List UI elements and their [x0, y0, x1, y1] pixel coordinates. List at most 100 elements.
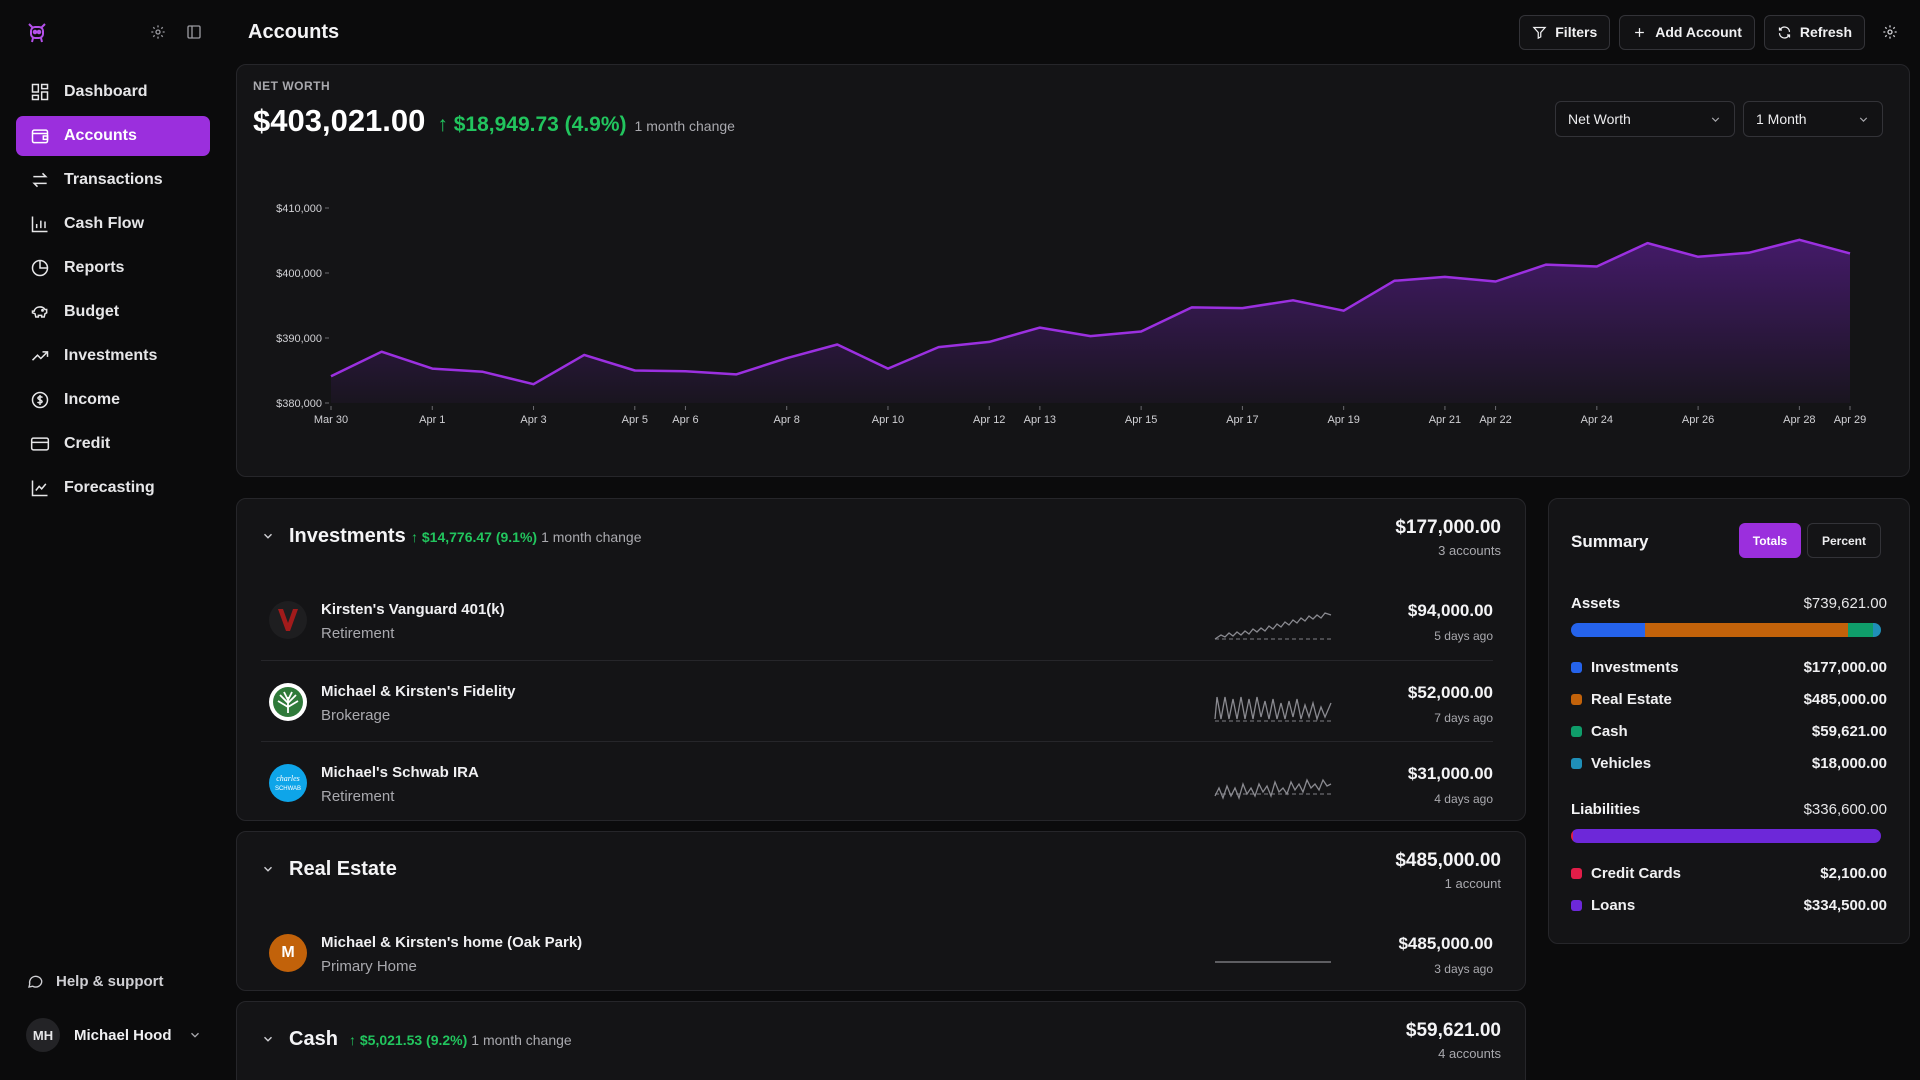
main-content: Accounts Filters Add Account Refresh — [226, 0, 1920, 1080]
group-header[interactable]: Real Estate $485,000.00 1 account — [237, 832, 1525, 912]
chart-series-line — [330, 238, 1851, 386]
account-row-schwab[interactable]: charles SCHWAB Michael's Schwab IRA Retir… — [261, 741, 1493, 821]
group-change: ↑ $14,776.47 (9.1%) 1 month change — [411, 529, 642, 545]
x-tick-label: Apr 21 — [1429, 414, 1461, 426]
account-balance: $52,000.00 — [1407, 683, 1493, 702]
liabilities-label: Liabilities — [1571, 801, 1641, 818]
group-header[interactable]: Investments ↑ $14,776.47 (9.1%) 1 month c… — [237, 499, 1525, 579]
piggy-bank-icon — [31, 306, 48, 318]
sidebar-item-forecasting[interactable]: Forecasting — [16, 468, 210, 508]
sidebar-item-income[interactable]: Income — [16, 380, 210, 420]
help-support-link[interactable]: Help & support — [26, 972, 164, 990]
fidelity-logo-icon — [269, 683, 307, 721]
group-total: $59,621.00 — [1405, 1020, 1501, 1041]
sidebar-item-label: Accounts — [64, 127, 137, 144]
range-select[interactable]: 1 Month — [1743, 101, 1883, 137]
add-account-label: Add Account — [1655, 24, 1742, 40]
group-change: ↑ $5,021.53 (9.2%) 1 month change — [349, 1032, 572, 1048]
chart-area — [331, 239, 1850, 403]
legend-value: $485,000.00 — [1803, 690, 1887, 708]
group-header[interactable]: Cash ↑ $5,021.53 (9.2%) 1 month change $5… — [237, 1002, 1525, 1080]
account-name: Kirsten's Vanguard 401(k) — [321, 601, 505, 618]
totals-toggle[interactable]: Totals — [1739, 523, 1801, 558]
dollar-circle-icon — [31, 391, 49, 409]
liabilities-bar — [1571, 829, 1881, 843]
trending-up-icon — [31, 351, 49, 361]
account-letter-avatar: M — [269, 934, 307, 972]
legend-swatch — [1571, 725, 1582, 737]
refresh-button[interactable]: Refresh — [1763, 14, 1865, 50]
y-tick-label: $410,000 — [276, 203, 322, 215]
range-select-value: 1 Month — [1756, 111, 1807, 127]
y-tick-label: $390,000 — [276, 333, 322, 345]
sidebar-item-cash-flow[interactable]: Cash Flow — [16, 204, 210, 244]
x-tick-label: Apr 5 — [622, 414, 648, 426]
sidebar-item-budget[interactable]: Budget — [16, 292, 210, 332]
sidebar-nav: Dashboard Accounts Transactions Cash Flo… — [16, 72, 210, 508]
account-row-home[interactable]: M Michael & Kirsten's home (Oak Park) Pr… — [261, 912, 1493, 992]
line-chart-icon — [31, 480, 48, 497]
x-tick-label: Apr 28 — [1783, 414, 1815, 426]
x-tick-label: Apr 10 — [872, 414, 904, 426]
sidebar-item-investments[interactable]: Investments — [16, 336, 210, 376]
chevron-down-icon[interactable] — [261, 1032, 275, 1046]
chevron-down-icon[interactable] — [261, 862, 275, 876]
legend-loans: Loans $334,500.00 — [1571, 895, 1887, 915]
svg-text:charles: charles — [276, 774, 300, 783]
y-tick-label: $380,000 — [276, 398, 322, 410]
plus-icon — [1635, 27, 1645, 37]
account-row-fidelity[interactable]: Michael & Kirsten's Fidelity Brokerage $… — [261, 660, 1493, 740]
refresh-icon — [1778, 25, 1790, 39]
account-type: Retirement — [321, 788, 395, 805]
account-updated: 5 days ago — [1434, 629, 1493, 643]
sidebar-item-credit[interactable]: Credit — [16, 424, 210, 464]
filters-button[interactable]: Filters — [1519, 14, 1611, 50]
sidebar-item-accounts[interactable]: Accounts — [16, 116, 210, 156]
group-change-value: ↑ $14,776.47 (9.1%) — [411, 529, 538, 545]
legend-value: $2,100.00 — [1820, 864, 1887, 882]
dashboard-icon — [31, 83, 49, 101]
x-tick-label: Apr 26 — [1682, 414, 1714, 426]
settings-gear-icon[interactable] — [148, 22, 168, 42]
sidebar-item-reports[interactable]: Reports — [16, 248, 210, 288]
account-balance: $94,000.00 — [1407, 601, 1493, 620]
chevron-down-icon — [1711, 116, 1720, 122]
sidebar-item-label: Dashboard — [64, 83, 148, 100]
real-estate-group: Real Estate $485,000.00 1 account M Mich… — [236, 831, 1526, 991]
percent-toggle[interactable]: Percent — [1807, 523, 1881, 558]
account-balance: $485,000.00 — [1398, 934, 1493, 953]
chevron-down-icon[interactable] — [261, 529, 275, 543]
gear-icon — [1883, 25, 1897, 39]
sidebar-item-transactions[interactable]: Transactions — [16, 160, 210, 200]
filter-icon — [1532, 26, 1547, 39]
cash-group: Cash ↑ $5,021.53 (9.2%) 1 month change $5… — [236, 1001, 1526, 1080]
page-settings-button[interactable] — [1874, 15, 1906, 50]
avatar: MH — [26, 1018, 60, 1052]
group-account-count: 3 accounts — [1438, 543, 1501, 558]
account-updated: 4 days ago — [1434, 792, 1493, 806]
net-worth-chart[interactable]: $380,000 $390,000 $400,000 $410,000 Mar 30 A… — [237, 160, 1909, 460]
user-menu[interactable]: MH Michael Hood — [26, 1018, 202, 1052]
group-total: $177,000.00 — [1395, 517, 1501, 538]
account-type: Primary Home — [321, 958, 417, 975]
app-logo-icon[interactable] — [24, 19, 50, 45]
group-total: $485,000.00 — [1395, 850, 1501, 871]
add-account-button[interactable]: Add Account — [1619, 14, 1755, 50]
net-worth-change: ↑ $18,949.73 (4.9%) — [437, 113, 627, 136]
vanguard-logo-icon — [269, 601, 307, 639]
x-tick-label: Apr 24 — [1581, 414, 1613, 426]
legend-value: $177,000.00 — [1803, 658, 1887, 676]
schwab-logo-icon: charles SCHWAB — [269, 764, 307, 802]
page-title: Accounts — [248, 20, 340, 43]
account-sparkline — [1214, 778, 1332, 801]
account-row-vanguard[interactable]: Kirsten's Vanguard 401(k) Retirement $94… — [261, 579, 1493, 659]
collapse-sidebar-icon[interactable] — [184, 22, 204, 42]
sidebar-item-label: Credit — [64, 435, 111, 452]
account-updated: 7 days ago — [1434, 711, 1493, 725]
legend-value: $18,000.00 — [1811, 754, 1887, 772]
investments-group: Investments ↑ $14,776.47 (9.1%) 1 month c… — [236, 498, 1526, 821]
x-tick-label: Apr 29 — [1834, 414, 1866, 426]
sidebar-item-dashboard[interactable]: Dashboard — [16, 72, 210, 112]
metric-select[interactable]: Net Worth — [1555, 101, 1735, 137]
help-label: Help & support — [56, 972, 164, 990]
